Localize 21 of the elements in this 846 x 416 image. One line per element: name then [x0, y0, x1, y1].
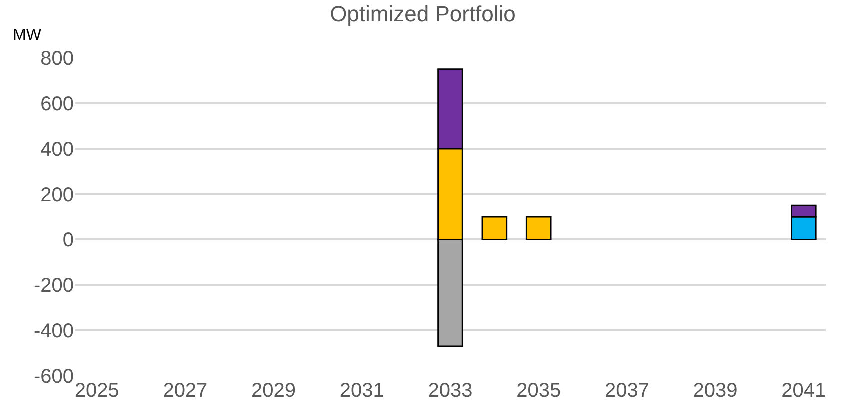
y-tick-label: 600 — [40, 93, 74, 116]
x-tick-label: 2029 — [252, 380, 296, 402]
chart-title: Optimized Portfolio — [330, 2, 516, 27]
x-tick-label: 2027 — [163, 380, 208, 402]
y-tick-label: 200 — [40, 184, 74, 206]
bar — [526, 216, 552, 240]
x-tick-label: 2025 — [74, 380, 120, 402]
y-tick-label: 0 — [62, 230, 74, 252]
x-tick-label: 2031 — [340, 380, 384, 402]
x-tick-label: 2041 — [782, 380, 826, 402]
y-tick-label: 400 — [40, 138, 74, 161]
bar — [482, 216, 508, 240]
y-tick-label: 800 — [40, 48, 74, 70]
y-tick-label: -400 — [34, 320, 74, 343]
y-axis-title: MW — [13, 27, 42, 44]
x-tick-label: 2037 — [604, 380, 650, 402]
x-tick-label: 2033 — [428, 380, 473, 402]
x-tick-label: 2039 — [693, 380, 738, 402]
y-tick-label: -200 — [34, 275, 74, 298]
x-tick-label: 2035 — [516, 380, 562, 402]
y-tick-label: -600 — [34, 366, 74, 388]
